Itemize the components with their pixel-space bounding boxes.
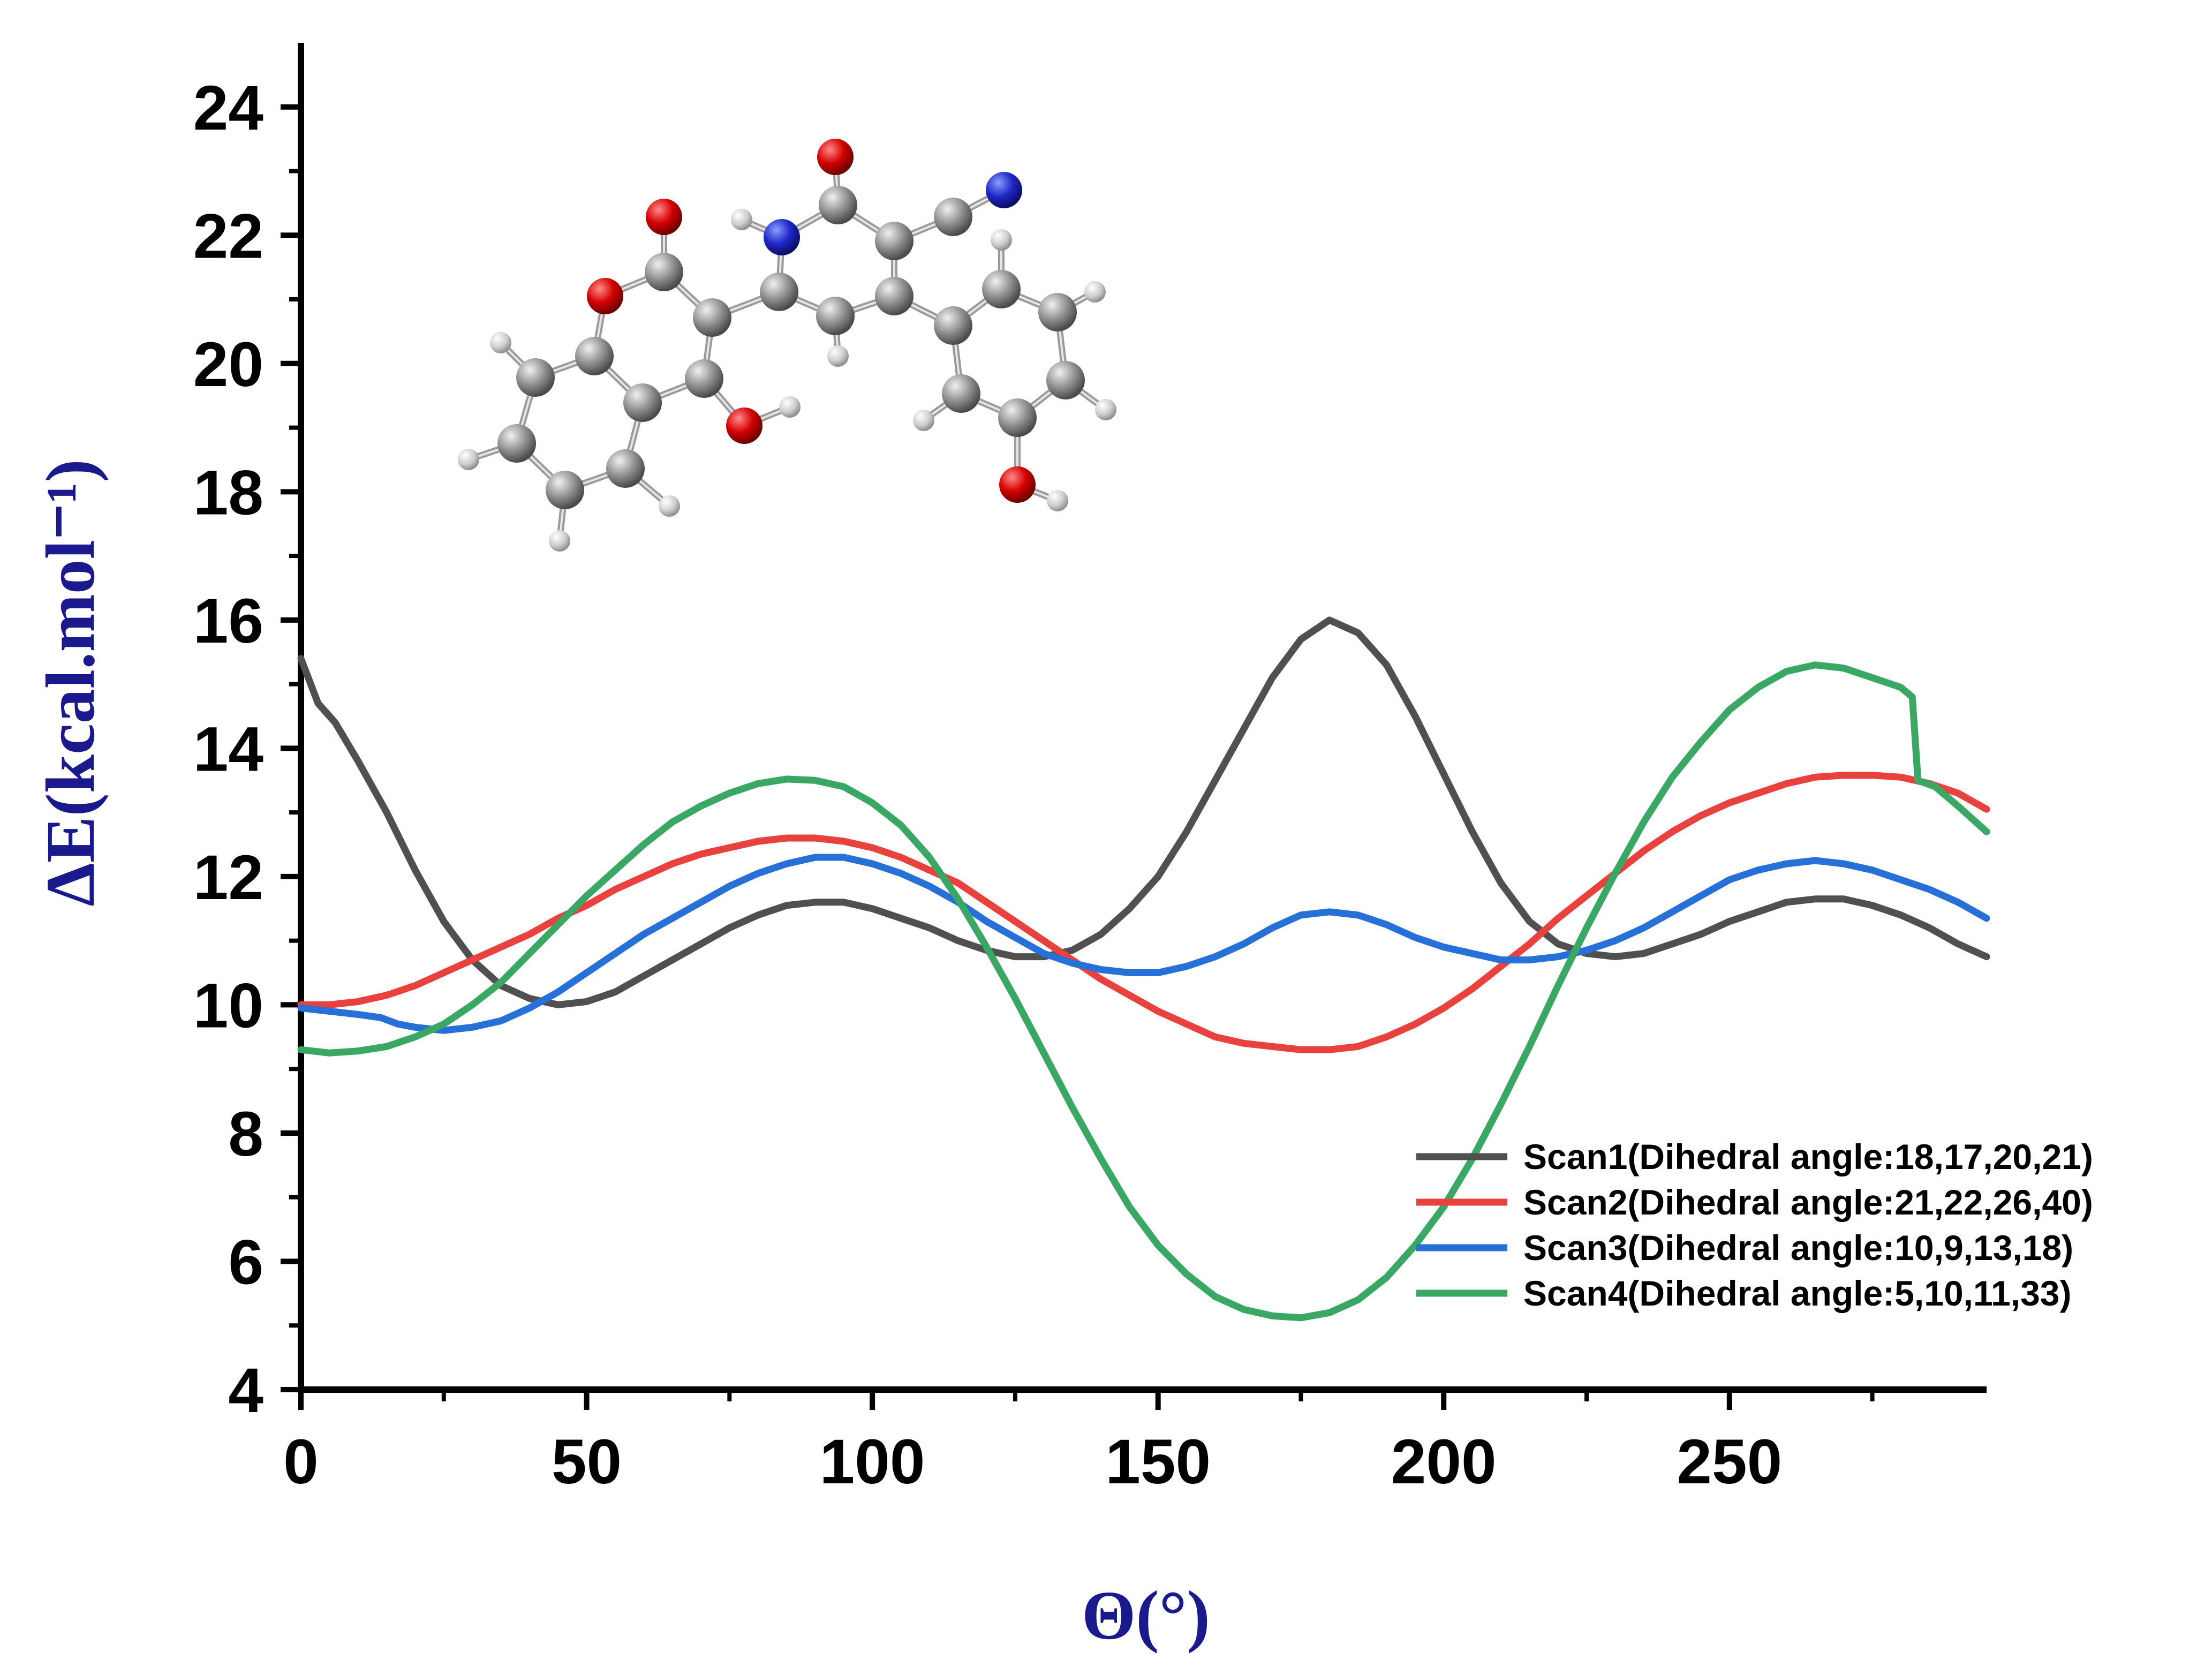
atom-C <box>934 198 972 236</box>
series-line-scan4 <box>297 661 1990 1322</box>
atom-H <box>1047 490 1068 511</box>
x-tick-label: 200 <box>1391 1427 1497 1497</box>
atom-N <box>764 219 800 255</box>
series-line-scan1 <box>297 616 1990 1008</box>
atom-H <box>731 209 752 230</box>
y-tick-label: 6 <box>228 1227 263 1298</box>
atom-C <box>942 374 980 413</box>
x-tick-label: 0 <box>283 1427 319 1497</box>
atom-C <box>760 273 798 311</box>
atom-H <box>827 345 849 367</box>
legend-label: Scan1(Dihedral angle:18,17,20,21) <box>1523 1137 2093 1176</box>
atom-C <box>875 222 914 260</box>
axes <box>298 43 1987 1393</box>
atom-C <box>998 398 1037 437</box>
y-tick-label: 8 <box>228 1099 263 1170</box>
x-tick-label: 50 <box>552 1427 622 1497</box>
atom-C <box>606 449 645 488</box>
y-axis-title: ΔE(kcal.mol⁻¹) <box>32 459 109 906</box>
series-layer <box>297 616 1990 1322</box>
atom-O <box>646 199 682 235</box>
atom-H <box>490 332 511 353</box>
y-tick-label: 16 <box>193 586 263 657</box>
atom-O <box>726 408 763 444</box>
y-tick-label: 10 <box>193 970 263 1041</box>
y-tick-label: 24 <box>193 73 263 144</box>
atom-N <box>986 172 1022 208</box>
atom-H <box>659 495 680 517</box>
atom-C <box>685 359 723 398</box>
atom-C <box>516 358 555 397</box>
y-tick-label: 20 <box>193 329 263 400</box>
atom-C <box>645 253 683 291</box>
atom-C <box>819 186 857 224</box>
atom-C <box>982 270 1021 308</box>
atom-C <box>497 424 536 463</box>
atom-C <box>693 298 731 337</box>
atom-H <box>549 530 570 552</box>
y-tick-label: 22 <box>193 201 263 271</box>
atom-C <box>875 277 914 315</box>
x-tick-label: 250 <box>1677 1427 1782 1497</box>
axis-tick-labels: 0 50 100 150 200 250 4 6 8 10 12 14 16 18 20 22 24 <box>193 73 1783 1497</box>
molecule-structure-icon <box>458 139 1116 552</box>
axis-ticks <box>281 104 1875 1410</box>
series-line-scan2 <box>297 772 1990 1053</box>
atom-C <box>816 297 855 335</box>
series-line-scan3 <box>297 854 1990 1034</box>
atom-O <box>587 278 623 314</box>
x-tick-label: 100 <box>820 1427 925 1497</box>
atom-H <box>458 449 479 470</box>
atom-C <box>546 471 584 509</box>
legend: Scan1(Dihedral angle:18,17,20,21) Scan2(D… <box>1416 1137 2093 1313</box>
legend-label: Scan3(Dihedral angle:10,9,13,18) <box>1523 1228 2073 1268</box>
atom-C <box>1038 293 1077 331</box>
atom-C <box>575 337 614 375</box>
y-tick-label: 14 <box>193 714 263 785</box>
atom-C <box>623 383 662 422</box>
x-axis-title: Θ(°) <box>1082 1577 1210 1654</box>
atom-H <box>1095 399 1116 420</box>
atom-H <box>1084 281 1106 303</box>
atom-O <box>999 466 1036 503</box>
atom-H <box>779 396 801 418</box>
y-tick-label: 18 <box>193 457 263 528</box>
atom-C <box>1046 361 1085 399</box>
legend-label: Scan4(Dihedral angle:5,10,11,33) <box>1523 1273 2071 1313</box>
atom-H <box>991 229 1012 251</box>
atom-C <box>934 306 972 345</box>
y-tick-label: 12 <box>193 842 263 913</box>
x-tick-label: 150 <box>1105 1427 1211 1497</box>
atom-O <box>817 139 854 175</box>
y-tick-label: 4 <box>228 1355 263 1426</box>
legend-label: Scan2(Dihedral angle:21,22,26,40) <box>1523 1182 2093 1222</box>
atom-H <box>913 410 934 431</box>
